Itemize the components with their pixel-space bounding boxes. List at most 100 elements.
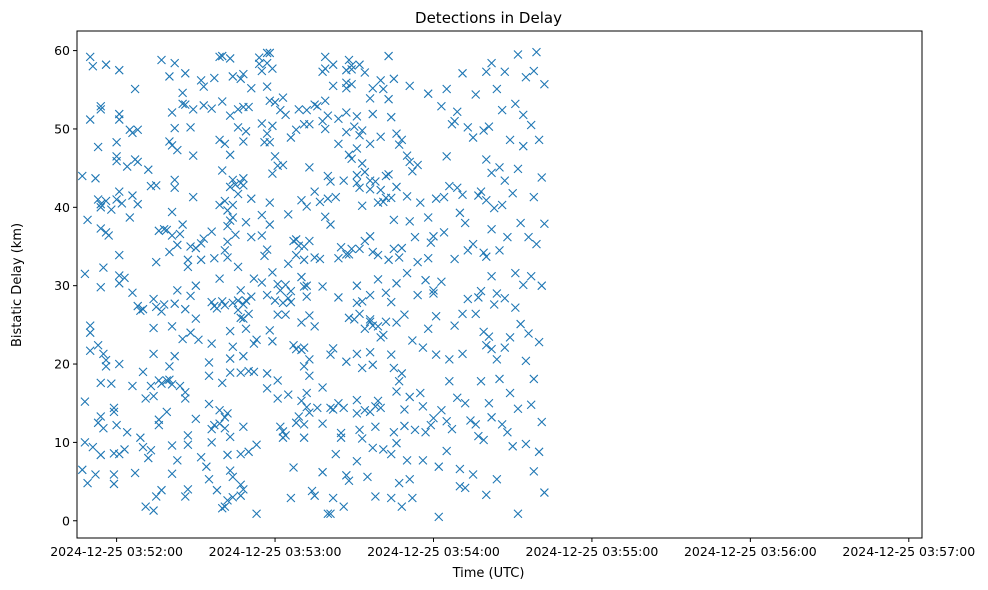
data-point-x-marker <box>191 314 201 323</box>
data-point-x-marker <box>228 492 238 502</box>
data-point-x-marker <box>260 251 269 261</box>
data-point-x-marker <box>172 240 182 250</box>
data-point-x-marker <box>225 54 235 63</box>
data-point-x-marker <box>384 51 393 61</box>
data-point-x-marker <box>209 420 219 430</box>
data-point-x-marker <box>223 237 232 247</box>
data-point-x-marker <box>233 296 243 305</box>
data-point-x-marker <box>378 84 388 94</box>
data-point-x-marker <box>352 144 362 153</box>
data-point-x-marker <box>85 321 95 331</box>
data-point-x-marker <box>117 199 127 208</box>
data-point-x-marker <box>186 291 195 301</box>
data-point-x-marker <box>141 394 151 403</box>
data-point-x-marker <box>215 200 224 210</box>
data-point-x-marker <box>157 55 166 65</box>
data-point-x-marker <box>112 420 121 430</box>
data-point-x-marker <box>402 191 412 201</box>
data-point-x-marker <box>328 81 338 91</box>
data-point-x-marker <box>275 422 285 432</box>
data-point-x-marker <box>225 432 235 442</box>
data-point-x-marker <box>363 472 372 482</box>
y-tick-label: 50 <box>54 121 70 136</box>
data-point-x-marker <box>172 145 182 155</box>
data-point-x-marker <box>138 367 148 377</box>
data-point-x-marker <box>257 119 267 128</box>
data-point-x-marker <box>96 412 106 421</box>
data-point-x-marker <box>191 281 201 291</box>
data-point-x-marker <box>109 470 119 479</box>
data-point-x-marker <box>202 462 211 472</box>
data-point-x-marker <box>365 290 375 300</box>
data-point-x-marker <box>326 220 335 229</box>
data-point-x-marker <box>339 176 349 186</box>
data-point-x-marker <box>236 480 246 490</box>
data-point-x-marker <box>225 182 235 192</box>
data-point-x-marker <box>407 493 417 503</box>
data-point-x-marker <box>352 178 362 188</box>
data-point-x-marker <box>389 215 399 225</box>
data-point-x-marker <box>183 440 193 450</box>
x-axis: 2024-12-25 03:52:00 2024-12-25 03:53:00 20… <box>50 538 975 559</box>
data-point-x-marker <box>455 464 465 474</box>
data-point-x-marker <box>429 231 438 241</box>
data-point-x-marker <box>85 115 95 124</box>
data-point-x-marker <box>534 135 544 145</box>
data-point-x-marker <box>236 74 246 84</box>
data-point-x-marker <box>167 322 177 331</box>
data-point-x-marker <box>487 168 496 178</box>
data-point-x-marker <box>405 81 415 91</box>
data-point-x-marker <box>355 60 364 70</box>
data-point-x-marker <box>368 360 378 370</box>
data-point-x-marker <box>426 238 436 247</box>
data-point-x-marker <box>238 422 248 432</box>
data-point-x-marker <box>429 289 438 298</box>
data-point-x-marker <box>365 184 375 194</box>
data-point-x-marker <box>236 285 246 295</box>
data-point-x-marker <box>479 435 489 445</box>
data-point-x-marker <box>444 354 454 364</box>
data-point-x-marker <box>452 393 462 403</box>
data-point-x-marker <box>170 351 180 361</box>
data-point-x-marker <box>323 509 333 519</box>
data-point-x-marker <box>447 424 457 434</box>
data-point-x-marker <box>265 198 275 208</box>
data-point-x-marker <box>114 271 124 280</box>
data-point-x-marker <box>77 171 87 181</box>
data-point-x-marker <box>146 381 156 391</box>
data-point-x-marker <box>524 329 533 338</box>
data-point-x-marker <box>407 336 417 345</box>
data-point-x-marker <box>228 213 238 222</box>
data-point-x-marker <box>360 405 370 415</box>
data-point-x-marker <box>392 278 401 288</box>
data-point-x-marker <box>429 413 438 423</box>
data-point-x-marker <box>442 84 452 94</box>
y-axis: 0 10 20 30 40 50 60 <box>54 43 77 528</box>
data-point-x-marker <box>460 483 470 493</box>
data-point-x-marker <box>437 277 446 287</box>
data-point-x-marker <box>225 466 235 475</box>
data-point-x-marker <box>481 252 491 262</box>
data-point-x-marker <box>352 170 362 180</box>
data-point-x-marker <box>246 83 256 93</box>
data-point-x-marker <box>114 115 124 124</box>
data-point-x-marker <box>386 449 396 459</box>
data-point-x-marker <box>283 390 293 399</box>
data-point-x-marker <box>341 108 351 117</box>
data-point-x-marker <box>167 231 177 240</box>
data-point-x-marker <box>479 126 489 135</box>
data-point-x-marker <box>246 232 256 242</box>
data-point-x-marker <box>149 391 158 401</box>
data-point-x-marker <box>463 294 473 304</box>
data-point-x-marker <box>186 328 195 338</box>
data-point-x-marker <box>373 250 383 260</box>
data-point-x-marker <box>434 512 444 522</box>
data-point-x-marker <box>262 383 272 393</box>
data-point-x-marker <box>450 116 459 126</box>
data-point-x-marker <box>405 392 415 402</box>
data-point-x-marker <box>236 313 246 323</box>
data-point-x-marker <box>196 255 206 265</box>
data-point-x-marker <box>207 424 217 434</box>
y-tick-label: 0 <box>62 513 70 528</box>
data-point-x-marker <box>228 72 238 81</box>
